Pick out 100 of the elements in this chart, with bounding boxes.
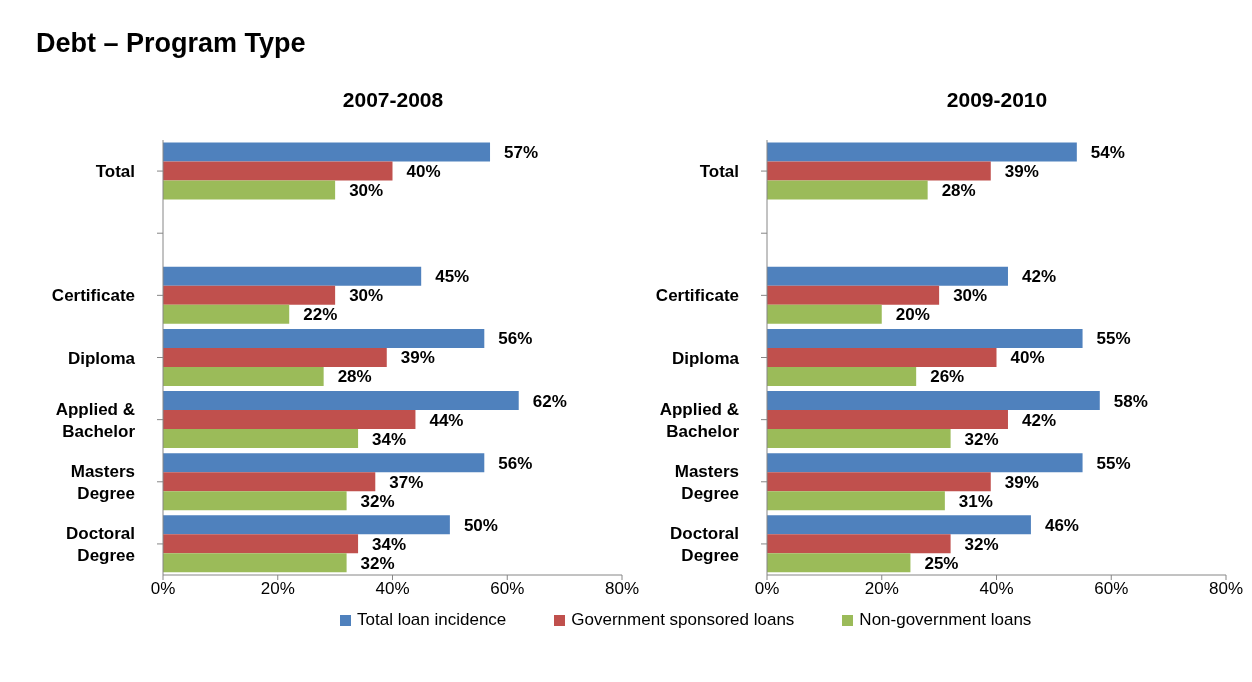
x-tick-label: 0% bbox=[150, 579, 176, 599]
data-label: 58% bbox=[1113, 391, 1148, 411]
y-tick-label: Total bbox=[95, 161, 135, 181]
data-label: 32% bbox=[360, 553, 395, 573]
legend-label: Government sponsored loans bbox=[571, 610, 795, 630]
legend-label: Non-government loans bbox=[859, 610, 1032, 630]
bar bbox=[163, 328, 485, 348]
data-label: 56% bbox=[498, 453, 533, 473]
data-label: 39% bbox=[1004, 472, 1039, 492]
chart-subtitle: 2007-2008 bbox=[341, 88, 445, 112]
x-tick-label: 20% bbox=[260, 579, 295, 599]
y-tick-label: Masters Degree bbox=[70, 461, 135, 503]
bar bbox=[163, 534, 359, 554]
x-tick-label: 80% bbox=[1208, 579, 1244, 599]
bar bbox=[767, 491, 945, 511]
y-tick-label: Applied & Bachelor bbox=[55, 399, 136, 441]
bar bbox=[767, 266, 1008, 286]
bar bbox=[163, 553, 347, 573]
data-label: 40% bbox=[1010, 348, 1045, 368]
data-label: 50% bbox=[463, 515, 498, 535]
data-label: 39% bbox=[400, 348, 435, 368]
data-label: 30% bbox=[349, 286, 384, 306]
chart-title: Debt – Program Type bbox=[36, 28, 306, 59]
y-tick-label: Certificate bbox=[51, 285, 135, 305]
bar bbox=[767, 429, 951, 449]
bar bbox=[767, 366, 917, 386]
bar bbox=[767, 534, 951, 554]
data-label: 28% bbox=[337, 367, 372, 387]
data-label: 34% bbox=[372, 429, 407, 449]
data-label: 57% bbox=[504, 143, 539, 163]
bar bbox=[767, 391, 1100, 411]
x-tick-label: 40% bbox=[375, 579, 410, 599]
y-tick-label: Doctoral Degree bbox=[66, 523, 135, 565]
data-label: 40% bbox=[406, 162, 441, 182]
legend-label: Total loan incidence bbox=[357, 610, 507, 630]
bar bbox=[163, 453, 485, 473]
data-label: 30% bbox=[349, 181, 384, 201]
bar bbox=[163, 391, 519, 411]
bar bbox=[767, 161, 991, 181]
bar bbox=[767, 142, 1077, 162]
bar bbox=[163, 472, 376, 492]
bar bbox=[767, 472, 991, 492]
bar bbox=[163, 266, 422, 286]
data-label: 31% bbox=[958, 491, 993, 511]
bar bbox=[163, 515, 450, 535]
y-tick-label: Diploma bbox=[671, 348, 740, 367]
data-label: 54% bbox=[1090, 143, 1125, 163]
data-label: 34% bbox=[372, 534, 407, 554]
y-tick-label: Doctoral Degree bbox=[670, 523, 739, 565]
y-tick-label: Applied & Bachelor bbox=[659, 399, 740, 441]
bar bbox=[767, 180, 928, 200]
data-label: 42% bbox=[1021, 410, 1057, 430]
data-label: 20% bbox=[895, 305, 930, 325]
data-label: 55% bbox=[1096, 453, 1131, 473]
data-label: 62% bbox=[532, 391, 567, 411]
bar bbox=[163, 142, 491, 162]
data-label: 32% bbox=[964, 534, 999, 554]
chart-title: 2009-2010 bbox=[945, 88, 1049, 112]
bar bbox=[163, 366, 324, 386]
data-label: 22% bbox=[303, 305, 338, 325]
bar bbox=[163, 491, 347, 511]
data-label: 44% bbox=[429, 410, 464, 430]
data-label: 32% bbox=[964, 429, 999, 449]
bar bbox=[163, 429, 359, 449]
bar bbox=[163, 410, 416, 430]
bar bbox=[767, 553, 911, 573]
bar bbox=[767, 328, 1083, 348]
data-label: 26% bbox=[930, 367, 965, 387]
bar bbox=[163, 347, 387, 367]
data-label: 32% bbox=[360, 491, 395, 511]
data-label: 39% bbox=[1004, 162, 1039, 182]
bar bbox=[767, 515, 1031, 535]
data-label: 28% bbox=[941, 181, 976, 201]
x-tick-label: 80% bbox=[604, 579, 640, 599]
y-tick-label: Total bbox=[699, 161, 739, 181]
y-tick-label: Diploma bbox=[67, 348, 136, 367]
x-tick-label: 0% bbox=[754, 579, 780, 599]
data-label: 45% bbox=[435, 267, 470, 287]
data-label: 55% bbox=[1096, 329, 1131, 349]
y-tick-label: Certificate bbox=[655, 285, 739, 305]
data-label: 46% bbox=[1044, 515, 1079, 535]
data-label: 37% bbox=[389, 472, 424, 492]
data-label: 42% bbox=[1021, 267, 1057, 287]
bar bbox=[163, 161, 393, 181]
x-tick-label: 60% bbox=[1094, 579, 1129, 599]
bar bbox=[163, 180, 336, 200]
x-tick-label: 60% bbox=[490, 579, 525, 599]
bar bbox=[767, 410, 1008, 430]
bar bbox=[767, 304, 882, 324]
y-tick-label: Masters Degree bbox=[674, 461, 739, 503]
bar bbox=[767, 347, 997, 367]
bar bbox=[163, 285, 336, 305]
bar bbox=[163, 304, 290, 324]
data-label: 25% bbox=[924, 553, 959, 573]
x-tick-label: 20% bbox=[864, 579, 899, 599]
bar bbox=[767, 285, 940, 305]
x-tick-label: 40% bbox=[979, 579, 1014, 599]
bar bbox=[767, 453, 1083, 473]
data-label: 30% bbox=[953, 286, 988, 306]
data-label: 56% bbox=[498, 329, 533, 349]
